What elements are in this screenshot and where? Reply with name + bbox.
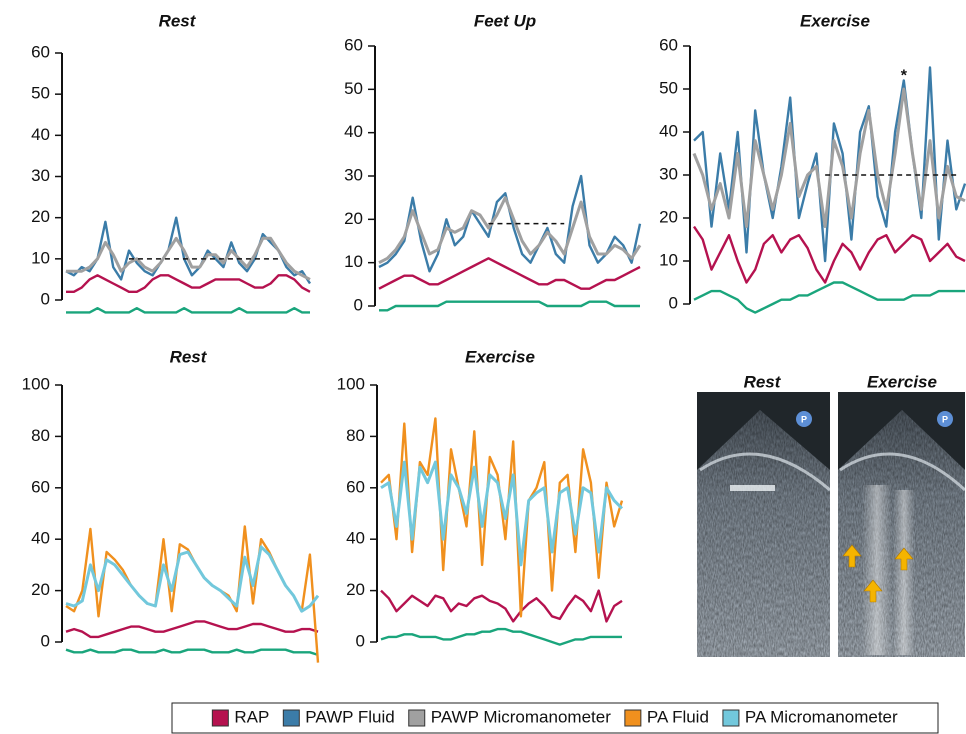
y-tick-label: 80 (31, 426, 50, 445)
y-tick-label: 10 (659, 250, 678, 269)
y-tick-label: 0 (354, 295, 363, 314)
figure: Rest Exercise P P Rest 0 10 20 30 40 50 60 Feet … (0, 0, 966, 734)
chart-title: Feet Up (474, 11, 536, 30)
badge: P (942, 414, 948, 424)
chart-title: Rest (159, 11, 197, 30)
y-tick-label: 10 (31, 248, 50, 267)
y-tick-label: 40 (31, 125, 50, 144)
legend-label: PA Micromanometer (745, 707, 898, 726)
legend-label: RAP (234, 707, 269, 726)
legend-swatch (212, 710, 228, 726)
y-tick-label: 0 (41, 289, 50, 308)
image-title: Exercise (867, 372, 937, 391)
y-tick-label: 30 (344, 165, 363, 184)
ultrasound-rest (697, 392, 830, 657)
legend-label: PAWP Micromanometer (431, 707, 611, 726)
image-title: Rest (744, 372, 782, 391)
y-tick-label: 80 (346, 426, 365, 445)
legend-swatch (625, 710, 641, 726)
y-tick-label: 20 (344, 209, 363, 228)
y-tick-label: 20 (31, 580, 50, 599)
y-tick-label: 40 (344, 122, 363, 141)
y-tick-label: 40 (659, 121, 678, 140)
y-tick-label: 100 (337, 374, 365, 393)
chart-title: Rest (170, 347, 208, 366)
y-tick-label: 30 (31, 166, 50, 185)
y-tick-label: 60 (346, 477, 365, 496)
series-line (381, 591, 622, 622)
y-tick-label: 40 (346, 529, 365, 548)
series-line (66, 621, 318, 637)
legend-swatch (283, 710, 299, 726)
y-tick-label: 0 (41, 631, 50, 650)
y-tick-label: 60 (31, 42, 50, 61)
y-tick-label: 60 (344, 35, 363, 54)
y-tick-label: 50 (659, 78, 678, 97)
series-line (694, 68, 965, 262)
chart-title: Exercise (465, 347, 535, 366)
series-line (381, 629, 622, 645)
series-line (381, 418, 622, 616)
y-tick-label: 30 (659, 164, 678, 183)
series-line (66, 275, 310, 292)
y-tick-label: 40 (31, 529, 50, 548)
y-tick-label: 60 (31, 477, 50, 496)
series-line (694, 227, 965, 283)
y-tick-label: 50 (344, 79, 363, 98)
series-line (66, 650, 318, 655)
y-tick-label: 0 (669, 293, 678, 312)
legend-swatch (409, 710, 425, 726)
ultrasound-exercise (838, 392, 965, 657)
y-tick-label: 50 (31, 84, 50, 103)
series-line (379, 302, 640, 311)
series-line (66, 526, 318, 662)
y-tick-label: 20 (346, 580, 365, 599)
y-tick-label: 0 (356, 631, 365, 650)
y-tick-label: 10 (344, 252, 363, 271)
series-line (379, 258, 640, 288)
y-tick-label: 20 (659, 207, 678, 226)
series-line (694, 283, 965, 313)
legend-label: PAWP Fluid (305, 707, 394, 726)
legend-swatch (723, 710, 739, 726)
legend-label: PA Fluid (647, 707, 709, 726)
annotation: * (901, 67, 908, 84)
y-tick-label: 100 (22, 374, 50, 393)
y-tick-label: 20 (31, 207, 50, 226)
badge: P (801, 414, 807, 424)
legend: RAP PAWP Fluid PAWP Micromanometer PA Fluid… (212, 707, 898, 726)
series-line (66, 308, 310, 312)
y-tick-label: 60 (659, 35, 678, 54)
chart-title: Exercise (800, 11, 870, 30)
